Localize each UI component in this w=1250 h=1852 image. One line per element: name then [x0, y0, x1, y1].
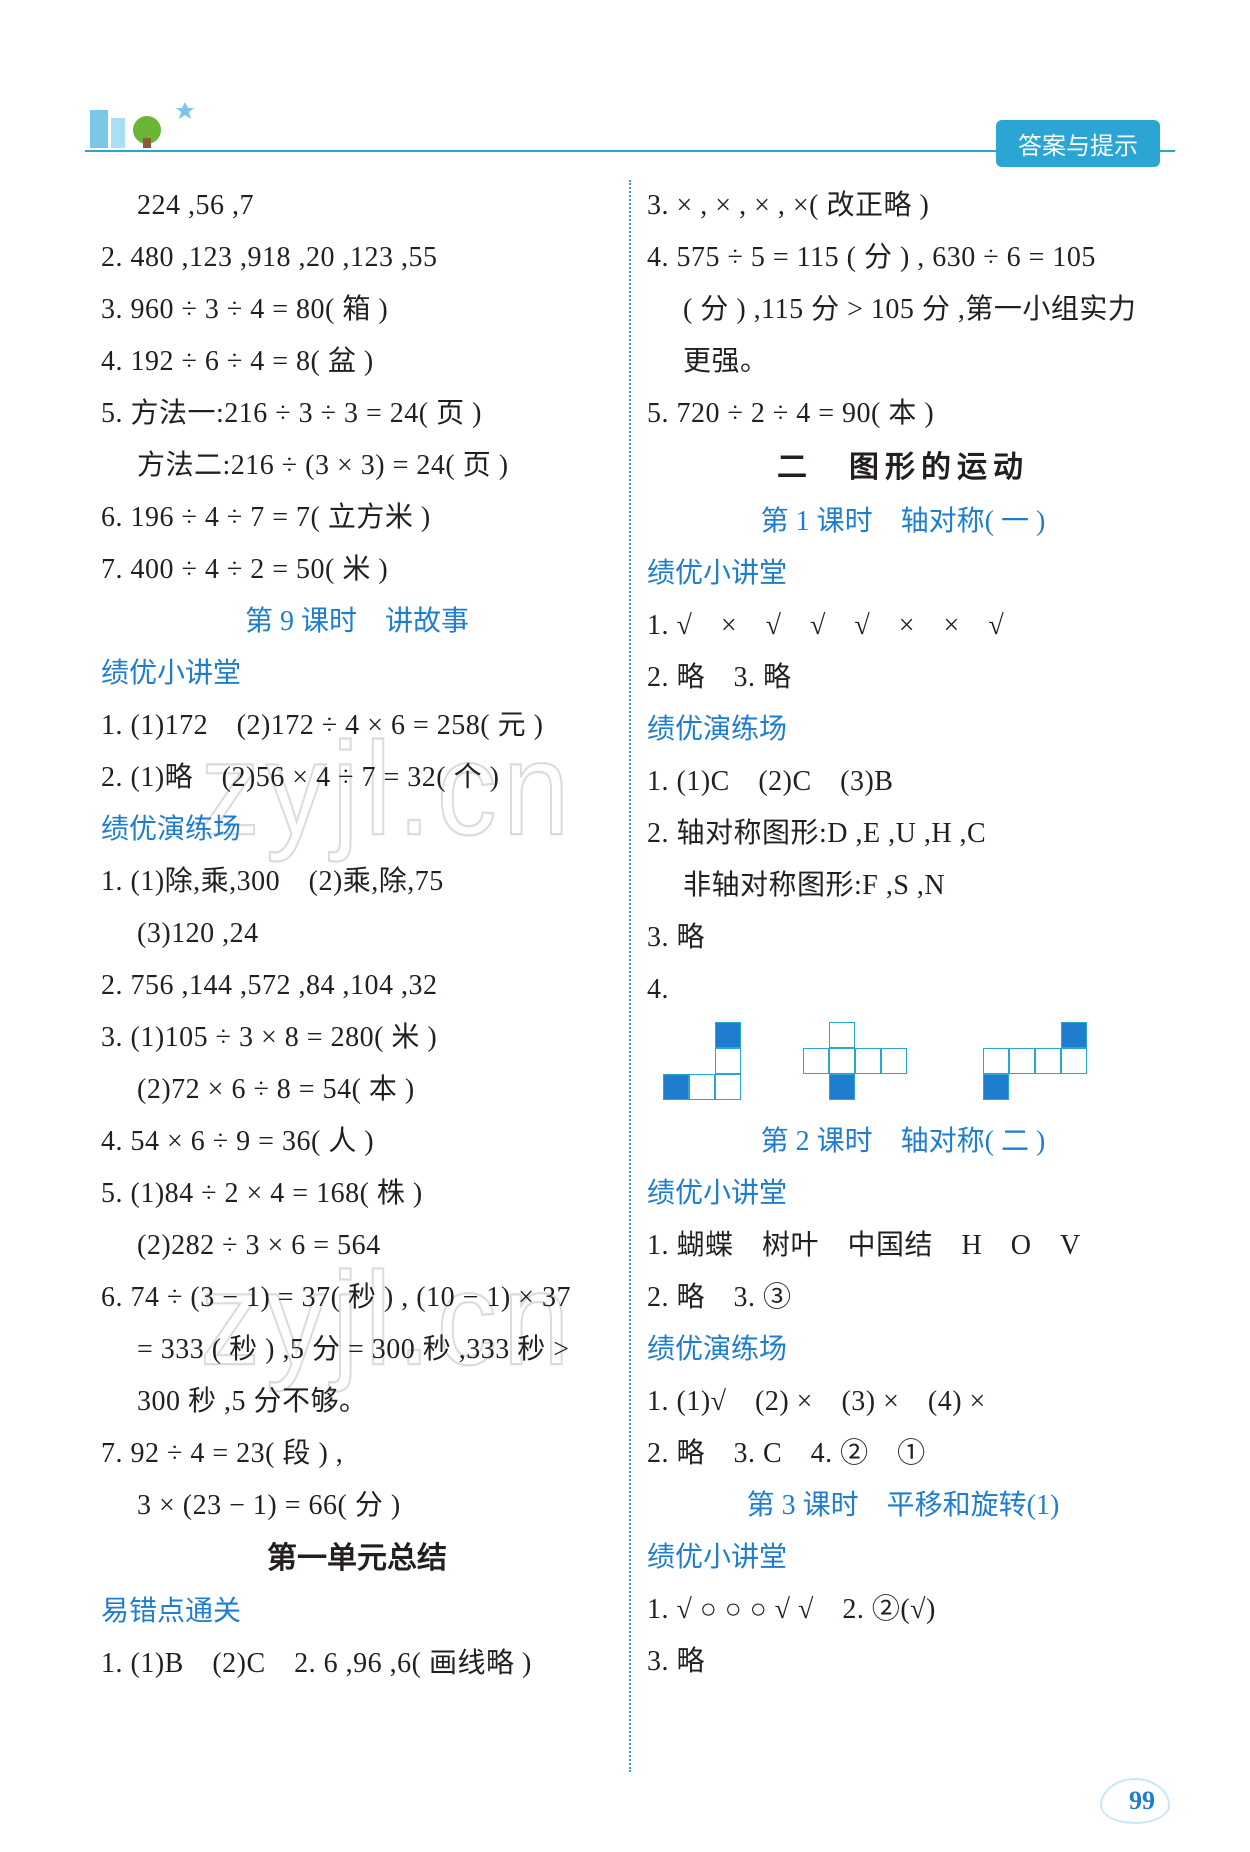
answer-line: 4. 192 ÷ 6 ÷ 4 = 8( 盆 ): [101, 336, 613, 388]
answer-line: 4. 575 ÷ 5 = 115 ( 分 ) , 630 ÷ 6 = 105: [647, 232, 1159, 284]
lesson-title: 第 1 课时 轴对称( 一 ): [647, 496, 1159, 548]
answer-line: 3. 略: [647, 912, 1159, 964]
answer-line: 1. 蝴蝶 树叶 中国结 H O V: [647, 1220, 1159, 1272]
chapter-title: 二 图形的运动: [647, 440, 1159, 496]
answer-line: 224 ,56 ,7: [101, 180, 613, 232]
answer-line: 3. 960 ÷ 3 ÷ 4 = 80( 箱 ): [101, 284, 613, 336]
answer-line: ( 分 ) ,115 分 > 105 分 ,第一小组实力: [647, 284, 1159, 336]
answer-line: 2. 轴对称图形:D ,E ,U ,H ,C: [647, 808, 1159, 860]
answer-line: (2)72 × 6 ÷ 8 = 54( 本 ): [101, 1064, 613, 1116]
section-title: 绩优演练场: [647, 704, 1159, 756]
lesson-title: 第 9 课时 讲故事: [101, 596, 613, 648]
answer-line: 3. × , × , × , ×( 改正略 ): [647, 180, 1159, 232]
answer-line: 2. 略 3. 略: [647, 652, 1159, 704]
answer-line: 1. (1)172 (2)172 ÷ 4 × 6 = 258( 元 ): [101, 700, 613, 752]
section-title: 绩优演练场: [101, 804, 613, 856]
answer-line: 5. (1)84 ÷ 2 × 4 = 168( 株 ): [101, 1168, 613, 1220]
unit-summary-title: 第一单元总结: [101, 1532, 613, 1586]
answer-line: 3 × (23 − 1) = 66( 分 ): [101, 1480, 613, 1532]
answer-line: 2. 略 3. C 4. ② ①: [647, 1428, 1159, 1480]
answer-line: 5. 方法一:216 ÷ 3 ÷ 3 = 24( 页 ): [101, 388, 613, 440]
answer-line: 7. 400 ÷ 4 ÷ 2 = 50( 米 ): [101, 544, 613, 596]
right-column: 3. × , × , × , ×( 改正略 ) 4. 575 ÷ 5 = 115…: [631, 180, 1175, 1772]
page-number: 99: [1129, 1786, 1155, 1816]
answer-line: 2. 756 ,144 ,572 ,84 ,104 ,32: [101, 960, 613, 1012]
content-area: 224 ,56 ,7 2. 480 ,123 ,918 ,20 ,123 ,55…: [85, 180, 1175, 1772]
answer-line: 1. √ × √ √ √ × × √: [647, 600, 1159, 652]
lesson-title: 第 3 课时 平移和旋转(1): [647, 1480, 1159, 1532]
shape-2: [803, 1022, 907, 1100]
answer-line: 1. (1)C (2)C (3)B: [647, 756, 1159, 808]
header-tag: 答案与提示: [996, 120, 1160, 167]
section-title: 绩优小讲堂: [101, 648, 613, 700]
answer-line: 1. √ ○ ○ ○ √ √ 2. ②(√): [647, 1584, 1159, 1636]
answer-line: (3)120 ,24: [101, 908, 613, 960]
answer-line: 1. (1)B (2)C 2. 6 ,96 ,6( 画线略 ): [101, 1638, 613, 1690]
answer-line: 4.: [647, 964, 1159, 1016]
answer-line: 4. 54 × 6 ÷ 9 = 36( 人 ): [101, 1116, 613, 1168]
answer-line: 6. 196 ÷ 4 ÷ 7 = 7( 立方米 ): [101, 492, 613, 544]
answer-line: 300 秒 ,5 分不够。: [101, 1376, 613, 1428]
answer-line: = 333 ( 秒 ) ,5 分 = 300 秒 ,333 秒 >: [101, 1324, 613, 1376]
answer-line: 2. 480 ,123 ,918 ,20 ,123 ,55: [101, 232, 613, 284]
answer-line: 5. 720 ÷ 2 ÷ 4 = 90( 本 ): [647, 388, 1159, 440]
header-decoration: [85, 90, 265, 150]
section-title: 绩优小讲堂: [647, 1168, 1159, 1220]
answer-line: 2. 略 3. ③: [647, 1272, 1159, 1324]
answer-line: 3. 略: [647, 1636, 1159, 1688]
shape-1: [663, 1022, 741, 1100]
answer-line: 更强。: [647, 336, 1159, 388]
answer-line: 3. (1)105 ÷ 3 × 8 = 280( 米 ): [101, 1012, 613, 1064]
answer-line: 非轴对称图形:F ,S ,N: [647, 860, 1159, 912]
lesson-title: 第 2 课时 轴对称( 二 ): [647, 1116, 1159, 1168]
page-header: 答案与提示: [0, 0, 1250, 165]
left-column: 224 ,56 ,7 2. 480 ,123 ,918 ,20 ,123 ,55…: [85, 180, 631, 1772]
answer-line: 1. (1)除,乘,300 (2)乘,除,75: [101, 856, 613, 908]
answer-line: 1. (1)√ (2) × (3) × (4) ×: [647, 1376, 1159, 1428]
answer-line: (2)282 ÷ 3 × 6 = 564: [101, 1220, 613, 1272]
section-title: 绩优小讲堂: [647, 1532, 1159, 1584]
answer-line: 7. 92 ÷ 4 = 23( 段 ) ,: [101, 1428, 613, 1480]
answer-line: 2. (1)略 (2)56 × 4 ÷ 7 = 32( 个 ): [101, 752, 613, 804]
section-title: 绩优小讲堂: [647, 548, 1159, 600]
answer-line: 方法二:216 ÷ (3 × 3) = 24( 页 ): [101, 440, 613, 492]
answer-line: 6. 74 ÷ (3 − 1) = 37( 秒 ) , (10 − 1) × 3…: [101, 1272, 613, 1324]
symmetric-shapes: [653, 1016, 1159, 1116]
section-title: 易错点通关: [101, 1586, 613, 1638]
shape-3: [983, 1022, 1087, 1100]
section-title: 绩优演练场: [647, 1324, 1159, 1376]
